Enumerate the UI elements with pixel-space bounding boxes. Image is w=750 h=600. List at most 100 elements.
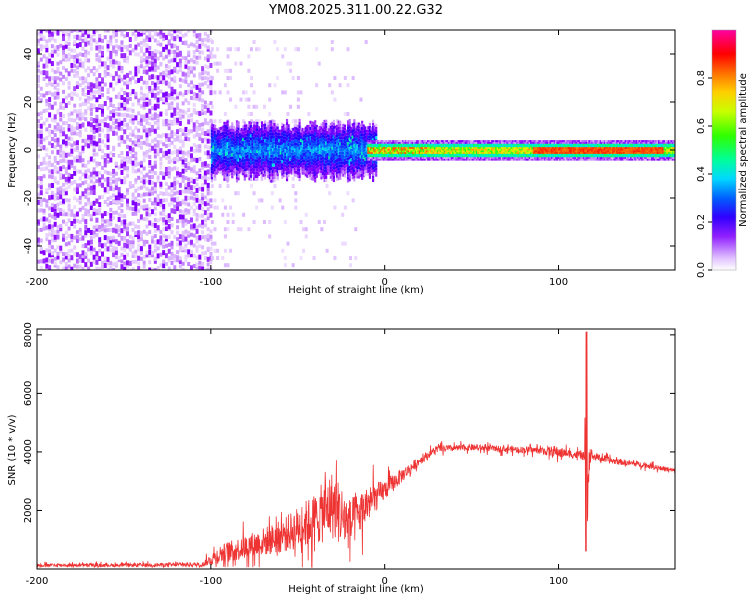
heatmap-cell xyxy=(382,148,385,151)
heatmap-cell xyxy=(181,143,185,148)
heatmap-cell xyxy=(231,144,234,148)
heatmap-cell xyxy=(87,134,91,140)
heatmap-cell xyxy=(220,158,223,162)
heatmap-cell xyxy=(285,153,289,157)
heatmap-cell xyxy=(95,84,99,89)
heatmap-cell xyxy=(317,164,320,168)
heatmap-cell xyxy=(296,168,300,172)
heatmap-cell xyxy=(62,121,66,126)
heatmap-cell xyxy=(267,150,270,154)
heatmap-cell xyxy=(181,150,185,155)
heatmap-cell xyxy=(285,159,289,163)
heatmap-cell xyxy=(267,128,270,132)
heatmap-cell xyxy=(39,184,43,190)
heatmap-cell xyxy=(62,165,66,170)
heatmap-cell xyxy=(314,138,317,142)
heatmap-cell xyxy=(323,126,326,130)
heatmap-cell xyxy=(187,161,191,166)
heatmap-cell xyxy=(425,140,428,143)
heatmap-cell xyxy=(276,170,279,174)
heatmap-cell xyxy=(173,150,177,155)
heatmap-cell xyxy=(176,219,180,224)
heatmap-cell xyxy=(220,145,223,149)
heatmap-cell xyxy=(340,151,343,155)
heatmap-cell xyxy=(67,52,71,57)
heatmap-cell xyxy=(284,174,287,178)
heatmap-cell xyxy=(375,123,378,127)
heatmap-cell xyxy=(209,236,213,241)
heatmap-cell xyxy=(106,176,110,182)
heatmap-cell xyxy=(70,68,74,73)
heatmap-cell xyxy=(331,140,334,144)
heatmap-cell xyxy=(346,145,350,149)
heatmap-cell xyxy=(128,43,132,48)
heatmap-cell xyxy=(50,207,54,213)
heatmap-cell xyxy=(64,180,68,185)
heatmap-cell xyxy=(239,164,242,168)
heatmap-cell xyxy=(362,133,365,137)
heatmap-cell xyxy=(156,97,160,103)
heatmap-cell xyxy=(348,128,351,132)
heatmap-cell xyxy=(187,230,191,235)
heatmap-cell xyxy=(299,90,303,95)
heatmap-cell xyxy=(226,90,230,95)
heatmap-cell xyxy=(67,234,71,239)
heatmap-cell xyxy=(399,151,402,154)
heatmap-cell xyxy=(364,135,367,139)
heatmap-cell xyxy=(151,250,155,255)
heatmap-cell xyxy=(50,150,54,155)
heatmap-cell xyxy=(364,126,367,130)
heatmap-cell xyxy=(95,255,99,260)
heatmap-cell xyxy=(248,146,251,150)
heatmap-cell xyxy=(56,251,60,256)
heatmap-cell xyxy=(402,156,405,159)
heatmap-cell xyxy=(203,170,207,176)
heatmap-cell xyxy=(81,149,85,154)
heatmap-cell xyxy=(334,150,337,154)
heatmap-cell xyxy=(67,249,71,254)
heatmap-cell xyxy=(274,156,278,160)
heatmap-cell xyxy=(418,155,421,158)
heatmap-cell xyxy=(56,82,60,87)
heatmap-cell xyxy=(304,173,307,177)
heatmap-cell xyxy=(375,167,378,171)
heatmap-cell xyxy=(139,205,143,210)
heatmap-cell xyxy=(434,153,437,156)
heatmap-cell xyxy=(131,140,135,145)
heatmap-cell xyxy=(48,169,52,174)
heatmap-cell xyxy=(245,155,248,159)
heatmap-cell xyxy=(354,127,357,131)
heatmap-cell xyxy=(251,139,254,143)
heatmap-cell xyxy=(435,148,438,151)
heatmap-cell xyxy=(371,143,374,146)
heatmap-cell xyxy=(413,153,416,156)
heatmap-cell xyxy=(291,119,295,124)
heatmap-cell xyxy=(342,126,345,130)
heatmap-cell xyxy=(375,155,378,158)
heatmap-cell xyxy=(296,159,300,163)
heatmap-cell xyxy=(213,241,217,246)
heatmap-cell xyxy=(427,150,430,153)
heatmap-cell xyxy=(176,258,180,263)
heatmap-cell xyxy=(198,82,202,87)
heatmap-cell xyxy=(286,241,290,246)
heatmap-cell xyxy=(229,141,232,145)
heatmap-cell xyxy=(134,188,138,193)
heatmap-cell xyxy=(427,155,430,158)
heatmap-cell xyxy=(213,90,217,95)
heatmap-cell xyxy=(314,120,317,124)
heatmap-cell xyxy=(248,149,251,153)
heatmap-cell xyxy=(381,158,384,161)
heatmap-cell xyxy=(201,183,205,188)
heatmap-cell xyxy=(442,155,445,158)
heatmap-cell xyxy=(184,236,188,242)
heatmap-cell xyxy=(53,261,57,266)
heatmap-cell xyxy=(198,37,202,42)
heatmap-cell xyxy=(395,140,398,143)
heatmap-cell xyxy=(42,70,46,76)
heatmap-cell xyxy=(181,214,185,220)
heatmap-cell xyxy=(337,157,340,161)
heatmap-cell xyxy=(439,146,442,149)
heatmap-cell xyxy=(131,206,135,211)
heatmap-cell xyxy=(303,156,306,160)
